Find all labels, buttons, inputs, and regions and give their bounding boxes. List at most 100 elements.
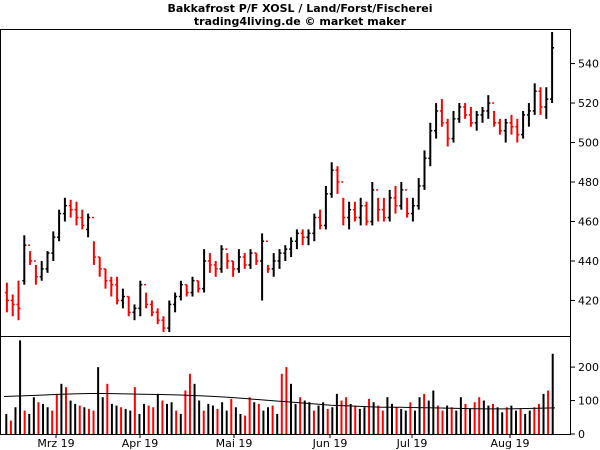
ohlc-bar — [4, 282, 9, 313]
ohlc-bar — [457, 103, 462, 123]
ohlc-bar — [68, 199, 73, 218]
price-tick-label: 440 — [578, 255, 599, 268]
ohlc-bar — [387, 189, 392, 222]
volume-tick-label: 100 — [578, 395, 599, 408]
ohlc-bar — [370, 182, 375, 226]
price-tick-label: 540 — [578, 58, 599, 71]
ohlc-bar — [161, 316, 166, 333]
x-axis: Mrz 19 Apr 19 Mai 19 Jun 19 Jul 19 Aug 19 — [37, 434, 529, 450]
ohlc-bar — [173, 292, 178, 313]
ohlc-bar — [451, 110, 456, 143]
ohlc-bar — [439, 99, 444, 127]
x-tick-label: Apr 19 — [122, 437, 159, 450]
price-tick-label: 420 — [578, 294, 599, 307]
ohlc-bar — [486, 95, 491, 119]
ohlc-bar — [207, 253, 212, 273]
ohlc-bar — [260, 233, 265, 301]
ohlc-bar — [521, 110, 526, 139]
ohlc-bar — [376, 189, 381, 222]
ohlc-bar — [480, 106, 485, 123]
price-tick-label: 520 — [578, 97, 599, 110]
ohlc-bar — [225, 248, 230, 269]
volume-tick-label: 200 — [578, 361, 599, 374]
ohlc-bar — [329, 162, 334, 198]
ohlc-bar — [22, 235, 27, 285]
ohlc-bar — [184, 283, 189, 297]
ohlc-bar — [323, 185, 328, 230]
ohlc-bar — [62, 197, 67, 222]
ohlc-bar — [463, 103, 468, 119]
ohlc-bar — [532, 83, 537, 115]
volume-moving-average-line — [3, 393, 556, 410]
ohlc-bar — [248, 249, 253, 269]
ohlc-bar — [294, 229, 299, 250]
ohlc-bar — [468, 106, 473, 127]
price-series — [4, 31, 555, 333]
ohlc-bar — [39, 260, 44, 281]
ohlc-bar — [115, 276, 120, 305]
ohlc-bar — [132, 304, 137, 321]
price-tick-label: 480 — [578, 176, 599, 189]
x-tick-label: Mai 19 — [216, 437, 253, 450]
ohlc-bar — [381, 197, 386, 222]
ohlc-bar — [283, 245, 288, 261]
ohlc-bar — [242, 253, 247, 269]
ohlc-bar — [120, 288, 125, 309]
ohlc-bar — [167, 300, 172, 333]
ohlc-bar — [526, 103, 531, 127]
ohlc-bar — [57, 209, 62, 242]
ohlc-bar — [358, 197, 363, 226]
chart-title: Bakkafrost P/F XOSL / Land/Forst/Fischer… — [167, 2, 432, 15]
ohlc-bar — [306, 229, 311, 246]
ohlc-bar — [497, 118, 502, 135]
volume-plot-frame — [0, 336, 571, 435]
ohlc-bar — [509, 114, 514, 135]
ohlc-bar — [213, 260, 218, 277]
ohlc-bar — [219, 245, 224, 273]
ohlc-bar — [10, 294, 15, 317]
ohlc-bar — [231, 260, 236, 277]
ohlc-bar — [515, 118, 520, 143]
ohlc-bar — [265, 240, 270, 273]
ohlc-bar — [45, 251, 50, 273]
ohlc-bar — [178, 280, 183, 301]
ohlc-bar — [149, 300, 154, 317]
price-plot-frame — [0, 29, 571, 337]
ohlc-bar — [144, 283, 149, 309]
ohlc-bar — [155, 308, 160, 325]
ohlc-bar — [277, 249, 282, 269]
ohlc-bar — [289, 237, 294, 258]
price-tick-label: 460 — [578, 215, 599, 228]
ohlc-bar — [97, 256, 102, 277]
ohlc-bar — [503, 118, 508, 143]
ohlc-bar — [347, 201, 352, 230]
ohlc-bar — [190, 276, 195, 297]
ohlc-bar — [86, 213, 91, 238]
ohlc-bar — [51, 231, 56, 261]
ohlc-bar — [399, 182, 404, 210]
ohlc-bar — [126, 295, 131, 317]
ohlc-bar — [16, 280, 21, 321]
volume-axis: 0 100 200 — [571, 361, 599, 441]
ohlc-bar — [550, 31, 555, 104]
ohlc-bar — [410, 197, 415, 222]
price-tick-label: 500 — [578, 137, 599, 150]
price-axis: 420 440 460 480 500 520 540 — [571, 58, 599, 307]
ohlc-bar — [405, 189, 410, 218]
ohlc-bar — [544, 87, 549, 119]
ohlc-bar — [341, 181, 346, 226]
ohlc-bar — [492, 102, 497, 127]
ohlc-bar — [28, 244, 33, 265]
chart-subtitle: trading4living.de © market maker — [194, 15, 407, 28]
ohlc-bar — [538, 87, 543, 115]
ohlc-bar — [254, 252, 259, 265]
ohlc-bar — [271, 253, 276, 277]
ohlc-bar — [422, 150, 427, 190]
volume-series — [3, 340, 556, 434]
ohlc-bar — [103, 268, 108, 289]
ohlc-bar — [434, 103, 439, 139]
ohlc-bar — [312, 213, 317, 242]
ohlc-bar — [80, 209, 85, 230]
ohlc-bar — [364, 201, 369, 226]
